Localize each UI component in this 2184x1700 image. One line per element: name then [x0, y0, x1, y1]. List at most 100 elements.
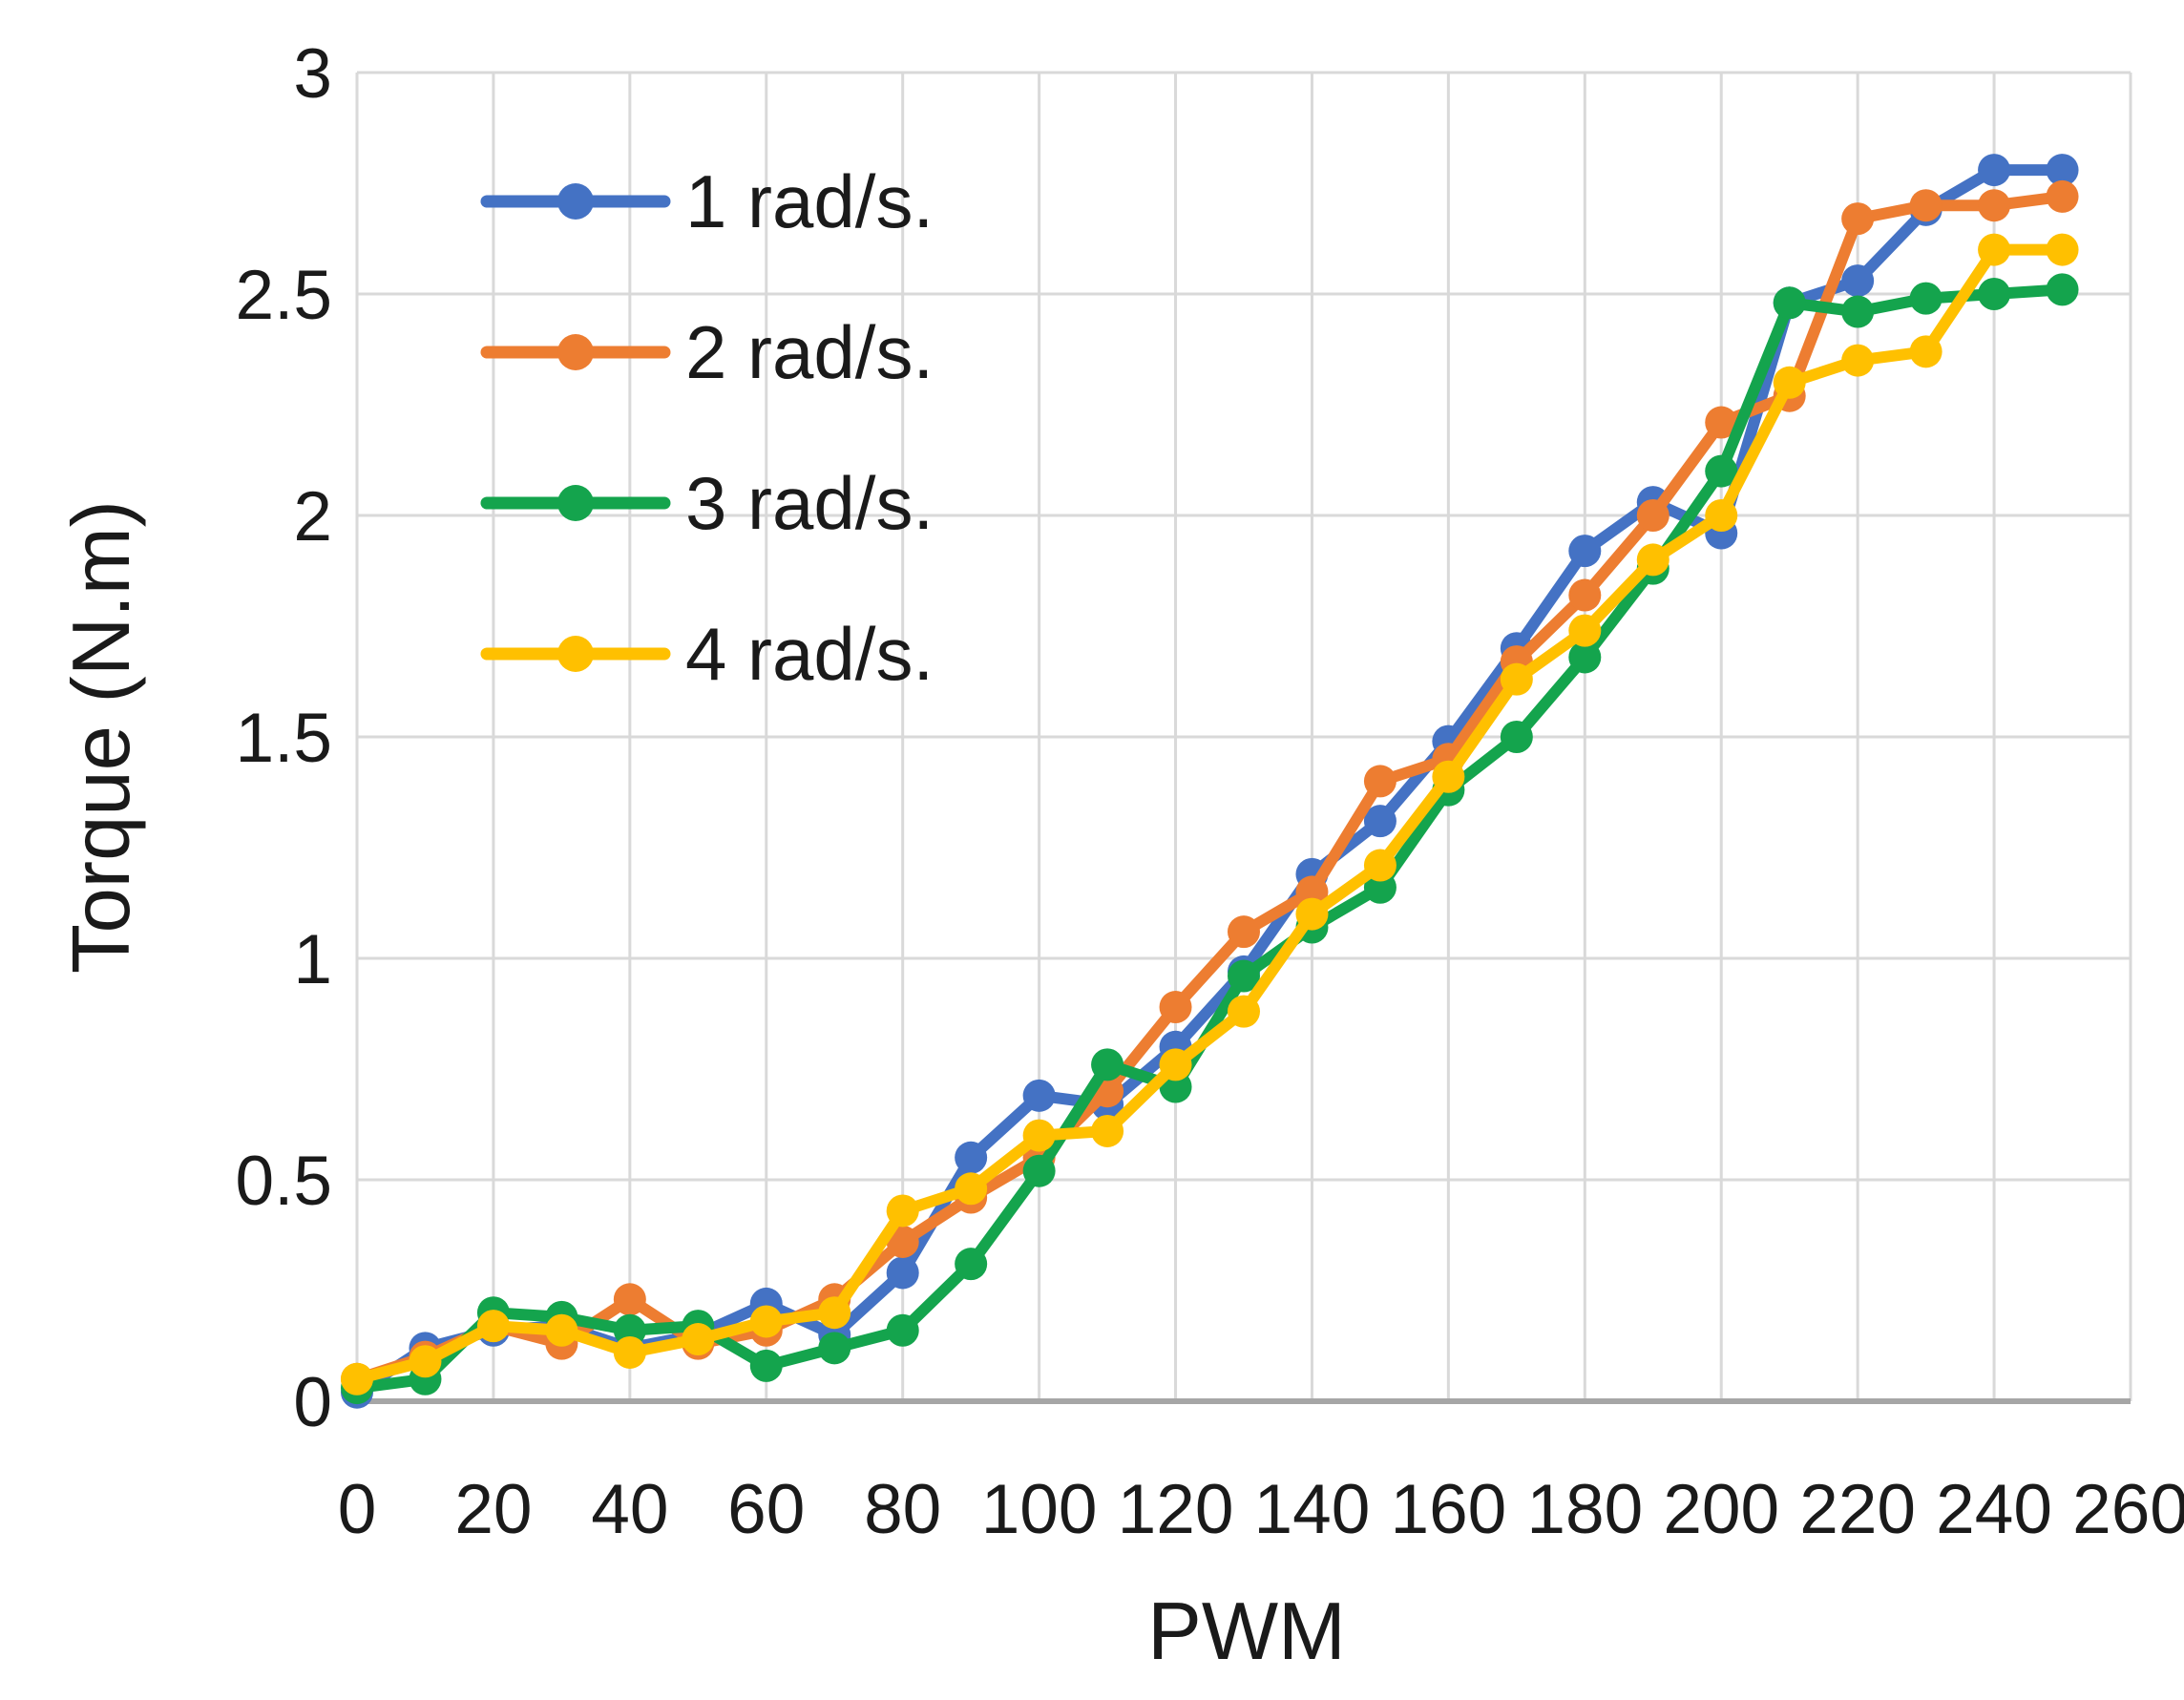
- series-4-rad-s: [341, 233, 2079, 1396]
- y-tick-label: 0.5: [236, 1143, 332, 1220]
- series-marker-3-rad-s: [2046, 273, 2079, 306]
- x-axis-title: PWM: [1147, 1586, 1346, 1677]
- legend: 1 rad/s. 2 rad/s. 3 rad/s. 4 rad/s.: [480, 159, 934, 696]
- series-3-rad-s: [341, 273, 2079, 1405]
- series-marker-4-rad-s: [613, 1335, 646, 1369]
- series-marker-4-rad-s: [1228, 995, 1260, 1028]
- series-marker-1-rad-s: [1363, 805, 1396, 838]
- series-marker-3-rad-s: [1500, 721, 1533, 753]
- x-tick-label: 60: [727, 1471, 805, 1548]
- x-tick-label: 240: [1936, 1471, 2052, 1548]
- series-marker-2-rad-s: [613, 1283, 646, 1316]
- series-marker-4-rad-s: [1295, 897, 1329, 931]
- series-marker-2-rad-s: [1841, 202, 1875, 236]
- series-marker-3-rad-s: [1773, 286, 1806, 320]
- x-tick-label: 120: [1118, 1471, 1234, 1548]
- series-marker-4-rad-s: [818, 1296, 851, 1330]
- series-marker-4-rad-s: [1091, 1114, 1124, 1147]
- series-marker-1-rad-s: [886, 1256, 919, 1290]
- legend-label-4-rad-s: 4 rad/s.: [685, 612, 934, 696]
- legend-item-4-rad-s: 4 rad/s.: [480, 612, 934, 696]
- series-marker-4-rad-s: [1363, 849, 1396, 882]
- series-marker-4-rad-s: [1432, 760, 1465, 793]
- x-tick-label: 200: [1663, 1471, 1779, 1548]
- series-marker-3-rad-s: [1978, 278, 2011, 310]
- series-marker-2-rad-s: [1228, 915, 1260, 949]
- series-marker-3-rad-s: [1228, 959, 1260, 993]
- series-marker-4-rad-s: [1909, 335, 1942, 368]
- series-marker-4-rad-s: [1773, 366, 1806, 399]
- x-tick-label: 220: [1799, 1471, 1916, 1548]
- legend-item-2-rad-s: 2 rad/s.: [480, 310, 934, 394]
- series-marker-4-rad-s: [1841, 344, 1875, 377]
- series-marker-4-rad-s: [1978, 233, 2011, 266]
- torque-vs-pwm-chart: 0 20 40 60 80 100 120 140 160 180 200 220 240 260 0 0.5…: [38, 15, 2184, 1685]
- series-marker-4-rad-s: [1705, 499, 1738, 532]
- legend-item-3-rad-s: 3 rad/s.: [480, 461, 934, 545]
- legend-label-1-rad-s: 1 rad/s.: [685, 159, 934, 243]
- series-marker-4-rad-s: [1159, 1048, 1192, 1081]
- series-marker-2-rad-s: [886, 1225, 919, 1258]
- series-marker-4-rad-s: [1636, 543, 1670, 577]
- data-series: [341, 154, 2079, 1409]
- series-marker-4-rad-s: [749, 1305, 783, 1338]
- series-marker-4-rad-s: [1568, 614, 1602, 647]
- x-tick-label: 80: [864, 1471, 941, 1548]
- series-2-rad-s: [341, 179, 2079, 1396]
- series-marker-3-rad-s: [1909, 282, 1942, 315]
- series-line-3-rad-s: [351, 283, 2068, 1395]
- y-axis-title: Torque (N.m): [56, 500, 147, 974]
- series-marker-3-rad-s: [1022, 1154, 1056, 1187]
- series-marker-3-rad-s: [1091, 1048, 1124, 1081]
- line-chart-canvas: 0 20 40 60 80 100 120 140 160 180 200 220 240 260 0 0.5…: [56, 35, 2184, 1677]
- legend-marker-2-rad-s: [557, 334, 594, 370]
- x-tick-label: 140: [1254, 1471, 1371, 1548]
- series-marker-4-rad-s: [341, 1362, 373, 1396]
- series-marker-2-rad-s: [1978, 189, 2011, 222]
- legend-marker-3-rad-s: [557, 485, 594, 521]
- y-tick-label: 3: [293, 35, 332, 113]
- series-marker-3-rad-s: [1705, 454, 1738, 488]
- legend-label-3-rad-s: 3 rad/s.: [685, 461, 934, 545]
- series-marker-4-rad-s: [886, 1194, 919, 1228]
- series-marker-4-rad-s: [545, 1313, 578, 1347]
- x-tick-label: 40: [591, 1471, 668, 1548]
- series-1-rad-s: [341, 154, 2079, 1409]
- series-marker-4-rad-s: [409, 1345, 442, 1378]
- series-marker-4-rad-s: [1022, 1119, 1056, 1152]
- series-marker-2-rad-s: [1363, 765, 1396, 798]
- legend-marker-1-rad-s: [557, 183, 594, 220]
- series-marker-4-rad-s: [476, 1310, 510, 1343]
- legend-item-1-rad-s: 1 rad/s.: [480, 159, 934, 243]
- series-marker-2-rad-s: [1159, 991, 1192, 1024]
- series-marker-3-rad-s: [1568, 640, 1602, 674]
- series-marker-3-rad-s: [818, 1332, 851, 1365]
- series-marker-1-rad-s: [1022, 1079, 1056, 1112]
- series-marker-3-rad-s: [749, 1349, 783, 1382]
- series-marker-2-rad-s: [1705, 406, 1738, 439]
- series-marker-2-rad-s: [1909, 189, 1942, 222]
- series-marker-4-rad-s: [2046, 233, 2079, 266]
- series-marker-1-rad-s: [955, 1141, 988, 1174]
- series-marker-4-rad-s: [1500, 662, 1533, 696]
- y-tick-label: 1: [293, 921, 332, 998]
- series-line-4-rad-s: [351, 243, 2068, 1385]
- x-tick-label: 0: [338, 1471, 377, 1548]
- series-marker-3-rad-s: [1841, 295, 1875, 328]
- series-marker-4-rad-s: [955, 1172, 988, 1206]
- y-tick-label: 0: [293, 1364, 332, 1441]
- y-tick-label: 2: [293, 478, 332, 556]
- series-marker-2-rad-s: [1636, 499, 1670, 532]
- series-marker-2-rad-s: [1568, 578, 1602, 612]
- x-tick-label: 20: [454, 1471, 532, 1548]
- x-tick-label: 160: [1390, 1471, 1506, 1548]
- series-marker-1-rad-s: [1978, 154, 2011, 187]
- series-marker-1-rad-s: [1841, 264, 1875, 298]
- series-marker-3-rad-s: [886, 1313, 919, 1347]
- series-marker-3-rad-s: [955, 1248, 988, 1281]
- x-tick-label: 260: [2072, 1471, 2184, 1548]
- legend-marker-4-rad-s: [557, 636, 594, 672]
- series-marker-1-rad-s: [1568, 535, 1602, 568]
- series-marker-1-rad-s: [2046, 154, 2079, 187]
- series-marker-2-rad-s: [2046, 179, 2079, 213]
